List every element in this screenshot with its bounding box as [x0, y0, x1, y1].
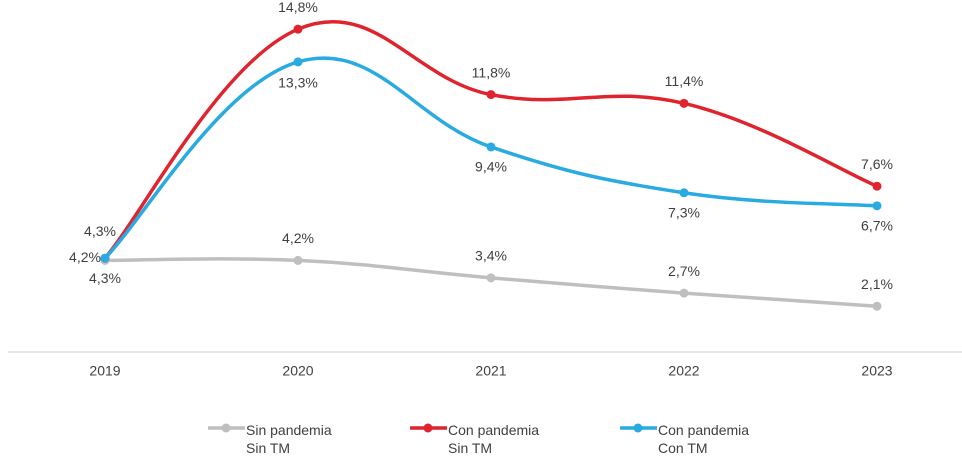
- data-point: [679, 188, 689, 198]
- data-label: 2,1%: [861, 276, 893, 292]
- data-point: [293, 24, 303, 34]
- x-tick-label: 2022: [668, 363, 699, 379]
- x-tick-label: 2021: [475, 363, 506, 379]
- data-label: 3,4%: [475, 248, 507, 264]
- data-label: 6,7%: [861, 218, 893, 234]
- legend-marker: [423, 423, 433, 433]
- data-label: 14,8%: [278, 0, 318, 15]
- legend-label: Con pandemia Con TM: [658, 422, 750, 456]
- data-label: 11,8%: [472, 64, 511, 80]
- series-line: [103, 56, 878, 260]
- data-label: 13,3%: [278, 75, 318, 91]
- series-line: [103, 20, 878, 260]
- data-label: 9,4%: [475, 159, 507, 175]
- data-label: 4,2%: [282, 230, 314, 246]
- data-point: [100, 253, 110, 263]
- data-label: 7,3%: [668, 204, 700, 220]
- data-point: [486, 273, 496, 283]
- data-point: [293, 255, 303, 265]
- legend-marker: [633, 423, 643, 433]
- data-point: [679, 288, 689, 298]
- data-point: [872, 201, 882, 211]
- legend-marker: [221, 423, 231, 433]
- data-point: [872, 301, 882, 311]
- data-point: [486, 90, 496, 100]
- data-label: 4,2%: [69, 249, 101, 265]
- legend-label: Sin pandemia Sin TM: [246, 422, 332, 456]
- data-point: [679, 98, 689, 108]
- data-label: 4,3%: [84, 223, 116, 239]
- data-label: 4,3%: [89, 270, 121, 286]
- data-point: [486, 142, 496, 152]
- x-tick-label: 2020: [282, 363, 313, 379]
- x-tick-label: 2023: [861, 363, 892, 379]
- x-tick-label: 2019: [89, 363, 120, 379]
- legend-label: Con pandemia Sin TM: [448, 422, 540, 456]
- data-point: [293, 57, 303, 67]
- data-label: 11,4%: [665, 73, 704, 89]
- data-point: [872, 181, 882, 191]
- data-label: 7,6%: [861, 156, 893, 172]
- series-line: [104, 257, 878, 308]
- data-label: 2,7%: [668, 263, 700, 279]
